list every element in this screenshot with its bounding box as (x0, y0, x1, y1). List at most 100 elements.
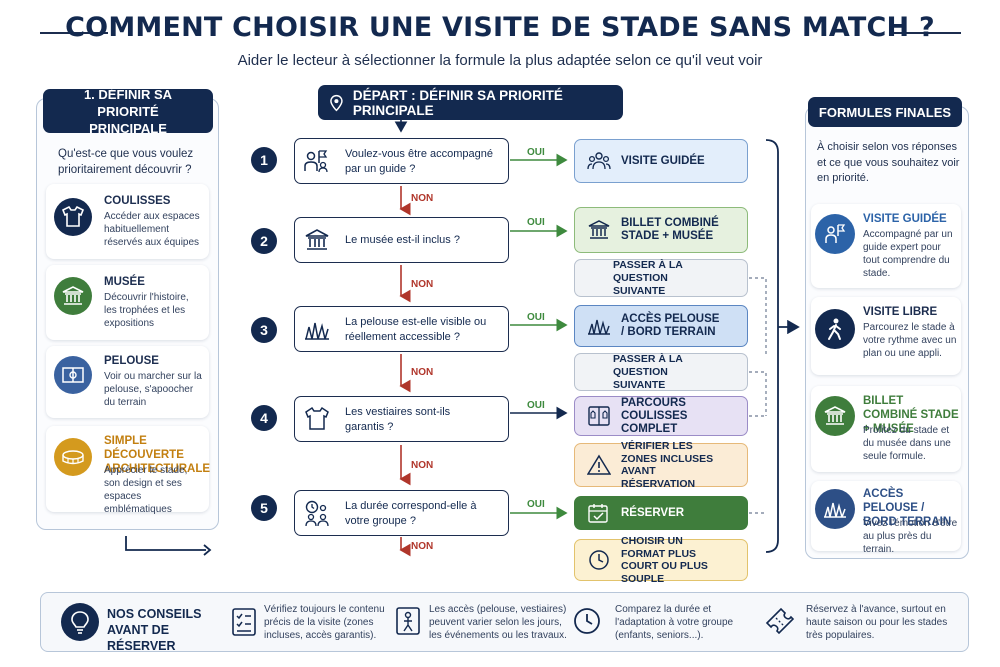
formula-card-acces-pelouse: ACCÈS PELOUSE / BORD TERRAIN Vivez l'émo… (811, 481, 961, 555)
checklist-icon (232, 608, 256, 636)
priority-title: PELOUSE (104, 355, 159, 367)
result-visite-guidee: VISITE GUIDÉE (574, 139, 748, 183)
priority-title: SIMPLE DÉCOUVERTE ARCHITECTURALE (104, 435, 211, 475)
result-acces-pelouse: ACCÈS PELOUSE / BORD TERRAIN (574, 305, 748, 347)
tips-bar: NOS CONSEILS AVANT DE RÉSERVER Vérifiez … (40, 592, 969, 653)
question-box: La durée correspond-elle à votre groupe … (294, 490, 509, 536)
formula-title: ACCÈS PELOUSE / BORD TERRAIN (863, 488, 952, 528)
formula-text: Profitez du stade et du musée dans une s… (863, 425, 951, 462)
priority-card-musee: MUSÉE Découvrir l'histoire, les trophées… (46, 265, 209, 340)
no-label: NON (411, 193, 434, 204)
priority-card-pelouse: PELOUSE Voir ou marcher sur la pelouse, … (46, 346, 209, 418)
question-box: La pelouse est-elle visible ou réellemen… (294, 306, 509, 352)
lightbulb-icon (61, 603, 99, 641)
flow-start: DÉPART : DÉFINIR SA PRIORITÉ PRINCIPALE (318, 85, 623, 120)
grass-icon (815, 489, 855, 529)
tip-text: Vérifiez toujours le contenu précis de l… (264, 604, 385, 641)
left-panel-arrow (125, 536, 212, 556)
question-box: Voulez-vous être accompagné par un guide… (294, 138, 509, 184)
result-passer-suivante: PASSER À LA QUESTION SUIVANTE (574, 353, 748, 391)
walker-icon (815, 309, 855, 349)
step-number: 4 (251, 405, 277, 431)
question-box: Le musée est-il inclus ? (294, 217, 509, 263)
step-number: 5 (251, 495, 277, 521)
right-panel-heading: FORMULES FINALES (808, 97, 962, 127)
warning-icon (587, 454, 611, 475)
formula-title: BILLET COMBINÉ STADE + MUSÉE (863, 395, 959, 435)
formula-text: Accompagné par un guide expert pour tout… (863, 229, 953, 279)
jersey-icon (305, 406, 329, 430)
result-billet-combine: BILLET COMBINÉ STADE + MUSÉE (574, 207, 748, 253)
title-rule-right (893, 32, 961, 34)
museum-icon (305, 229, 329, 250)
priority-text: Découvrir l'histoire, les trophées et le… (104, 292, 189, 329)
formula-text: Parcourez le stade à votre rythme avec u… (863, 322, 957, 359)
clock-icon (574, 608, 600, 634)
yes-label: OUI (527, 499, 545, 510)
question-text: Voulez-vous être accompagné par un guide… (345, 148, 493, 175)
priority-title: MUSÉE (104, 276, 145, 288)
grass-icon (588, 319, 610, 335)
formula-text: Vivez l'émotion d'être au plus près du t… (863, 518, 958, 555)
formula-title: VISITE GUIDÉE (863, 213, 947, 225)
yes-label: OUI (527, 147, 545, 158)
jersey-icon (54, 198, 92, 236)
priority-title: COULISSES (104, 195, 171, 207)
clock-icon (589, 550, 609, 570)
tip-text: Réservez à l'avance, surtout en haute sa… (806, 604, 948, 641)
result-reserver[interactable]: RÉSERVER (574, 496, 748, 530)
step-number: 2 (251, 228, 277, 254)
left-panel-question: Qu'est-ce que vous voulez prioritairemen… (58, 148, 194, 176)
question-text: Les vestiaires sont-ils garantis ? (345, 406, 451, 433)
tip-text: Comparez la durée et l'adaptation à votr… (615, 604, 734, 641)
clock-group-icon (305, 500, 329, 527)
yes-label: OUI (527, 312, 545, 323)
title-rule-left (40, 32, 108, 34)
museum-icon (54, 277, 92, 315)
right-panel-intro: À choisir selon vos réponses et ce que v… (817, 141, 960, 184)
no-label: NON (411, 541, 434, 552)
location-pin-icon (330, 94, 343, 111)
result-verifier-zones: VÉRIFIER LES ZONES INCLUSES AVANT RÉSERV… (574, 440, 748, 490)
formula-card-billet-combine: BILLET COMBINÉ STADE + MUSÉE Profitez du… (811, 386, 961, 472)
guide-icon (304, 150, 328, 173)
no-label: NON (411, 367, 434, 378)
step-number: 3 (251, 317, 277, 343)
no-label: NON (411, 279, 434, 290)
formula-card-visite-guidee: VISITE GUIDÉE Accompagné par un guide ex… (811, 204, 961, 288)
priority-text: Accéder aux espaces habituellement réser… (104, 211, 200, 248)
ticket-icon (765, 607, 795, 635)
question-box: Les vestiaires sont-ils garantis ? (294, 396, 509, 442)
tips-heading: NOS CONSEILS AVANT DE RÉSERVER (107, 607, 202, 653)
priority-text: Apprécier le stade, son design et ses es… (104, 465, 188, 515)
result-choisir-format: CHOISIR UN FORMAT PLUS COURT OU PLUS SOU… (574, 535, 748, 585)
page-subtitle: Aider le lecteur à sélectionner la formu… (237, 52, 763, 69)
priority-text: Voir ou marcher sur la pelouse, s'apooch… (104, 371, 202, 408)
step-number: 1 (251, 147, 277, 173)
grass-icon (305, 322, 329, 340)
priority-card-architecture: SIMPLE DÉCOUVERTE ARCHITECTURALE Appréci… (46, 426, 211, 515)
access-icon (396, 607, 420, 635)
group-icon (587, 152, 611, 170)
locker-icon (588, 406, 610, 426)
priority-card-coulisses: COULISSES Accéder aux espaces habituelle… (46, 184, 209, 259)
yes-label: OUI (527, 400, 545, 411)
museum-icon (588, 220, 610, 239)
stadium-icon (54, 438, 92, 476)
tip-text: Les accès (pelouse, vestiaires) peuvent … (429, 604, 567, 641)
formula-title: VISITE LIBRE (863, 306, 938, 318)
no-label: NON (411, 460, 434, 471)
guide-icon (815, 214, 855, 254)
page-title: COMMENT CHOISIR UNE VISITE DE STADE SANS… (65, 12, 935, 43)
question-text: Le musée est-il inclus ? (345, 234, 460, 246)
question-text: La pelouse est-elle visible ou réellemen… (345, 316, 487, 343)
calendar-icon (588, 504, 608, 523)
field-icon (54, 356, 92, 394)
question-text: La durée correspond-elle à votre groupe … (345, 500, 477, 527)
left-panel-heading: 1. DÉFINIR SA PRIORITÉ PRINCIPALE (43, 87, 213, 136)
result-passer-suivante: PASSER À LA QUESTION SUIVANTE (574, 259, 748, 297)
formula-card-visite-libre: VISITE LIBRE Parcourez le stade à votre … (811, 297, 961, 375)
result-parcours-coulisses: PARCOURS COULISSES COMPLET (574, 396, 748, 436)
museum-icon (815, 396, 855, 436)
